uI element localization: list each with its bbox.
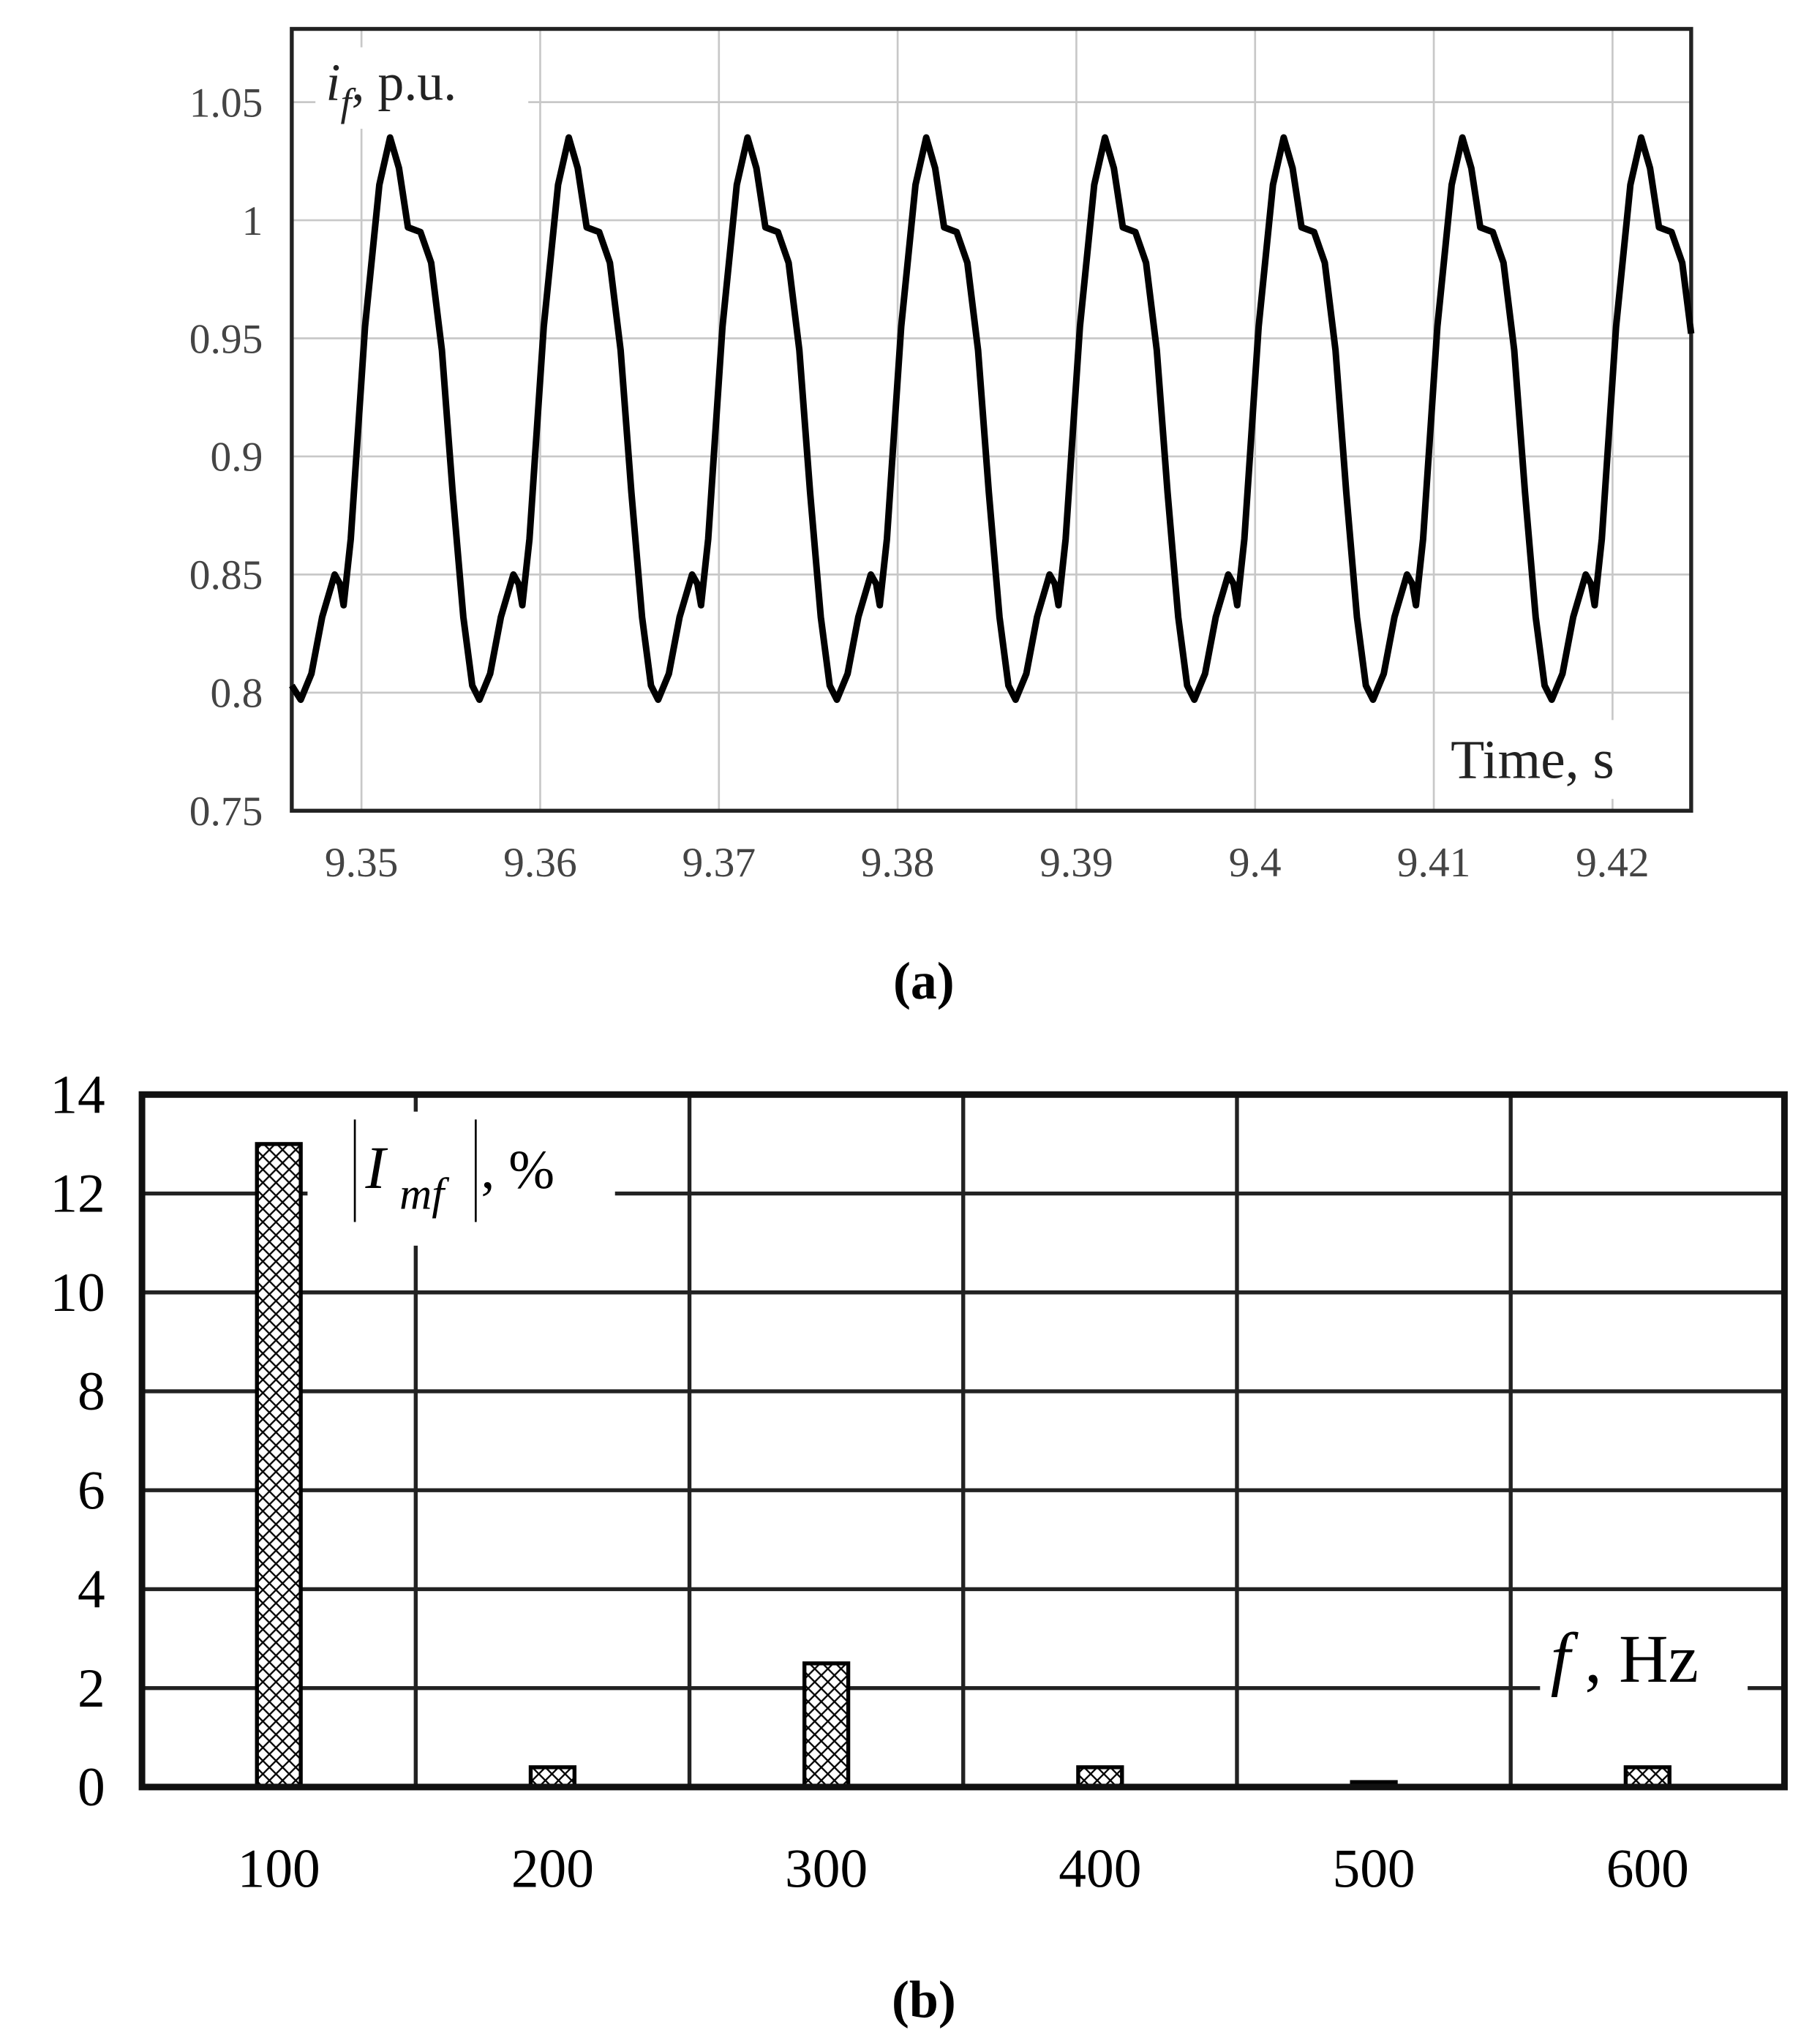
y-label-symbol: I [364,1134,388,1201]
y-tick-label: 0.9 [210,435,263,481]
x-tick-label: 200 [511,1838,594,1899]
y-tick-label: 1.05 [189,80,263,126]
x-tick-label: 300 [785,1838,868,1899]
x-tick-label: 100 [238,1838,320,1899]
plot-a: 9.35 9.36 9.37 9.38 9.39 9.4 9.41 9.42 0.75 0.8 0.… [189,26,1695,886]
y-tick-label: 1 [242,198,263,244]
x-tick-label: 9.42 [1576,840,1650,886]
x-tick-label: 9.4 [1229,840,1282,886]
y-tick-label: 4 [78,1560,105,1620]
x-tick-label: 9.36 [503,840,577,886]
y-tick-label: 0.85 [189,552,263,598]
y-label-sub: mf [399,1170,449,1219]
x-axis-label-b: f , Hz [1540,1593,1748,1702]
y-axis-label-a: if, p.u. [315,47,529,129]
y-tick-label: 14 [50,1064,105,1125]
y-tick-label: 6 [78,1460,105,1521]
y-tick-label: 10 [50,1263,105,1323]
x-tick-label: 600 [1606,1838,1689,1899]
x-label: Time, s [1451,729,1614,790]
caption: (a) [893,952,955,1010]
caption: (b) [892,1970,956,2028]
x-axis-label-a: Time, s [1443,720,1682,800]
y-tick-label: 0 [78,1757,105,1818]
y-label: if, p.u. [326,53,457,125]
y-tick-label: 12 [50,1164,105,1225]
plot-frame [138,1091,1788,1791]
y-tick-label: 0.8 [210,671,263,717]
x-tick-label: 9.39 [1039,840,1113,886]
x-tick-label: 400 [1058,1838,1141,1899]
plot-frame [290,26,1693,813]
x-tick-label: 500 [1333,1838,1415,1899]
label-box [1443,720,1682,800]
y-label-unit: , p.u. [351,53,456,112]
y-tick-label: 0.75 [189,789,263,835]
label-box [307,1111,615,1246]
x-tick-label: 9.41 [1397,840,1471,886]
label-box [315,47,529,129]
y-tick-label: 0.95 [189,316,263,362]
y-label-symbol: i [326,53,341,112]
y-axis-label-b: I mf , % [307,1111,615,1246]
y-label-unit: , % [481,1140,555,1200]
x-tick-label: 9.35 [325,840,399,886]
x-label-unit: , Hz [1584,1622,1699,1697]
x-tick-label: 9.37 [682,840,756,886]
x-tick-label: 9.38 [861,840,935,886]
y-tick-label: 2 [78,1658,105,1719]
plot-b: 0 2 4 6 8 10 12 14 100 200 300 400 500 600 [50,1064,1788,1899]
bar [802,1661,851,1789]
y-tick-label: 8 [78,1361,105,1422]
line [289,134,1695,704]
bar [255,1142,303,1789]
label-box [1540,1593,1748,1702]
